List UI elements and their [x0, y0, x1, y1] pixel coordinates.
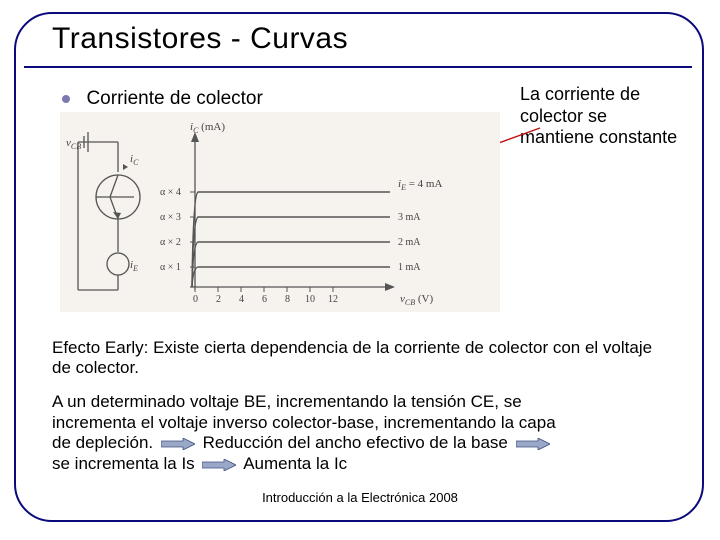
- p2-line3b: Reducción del ancho efectivo de la base: [203, 433, 508, 452]
- bullet-icon: [62, 95, 70, 103]
- ie-top: iE = 4 mA: [398, 178, 442, 192]
- xtick-6: 12: [328, 294, 338, 305]
- alpha-4: α × 4: [160, 187, 181, 198]
- flow-arrow-icon: [516, 438, 550, 450]
- alpha-3: α × 3: [160, 212, 181, 223]
- slide-footer: Introducción a la Electrónica 2008: [0, 490, 720, 505]
- paragraph-early-effect: Efecto Early: Existe cierta dependencia …: [52, 338, 668, 379]
- alpha-2: α × 2: [160, 237, 181, 248]
- p2-line4a: se incrementa la Is: [52, 454, 195, 473]
- p2-line1: A un determinado voltaje BE, incrementan…: [52, 392, 522, 411]
- ic-arrowhead-icon: [123, 164, 128, 170]
- xtick-2: 4: [239, 294, 244, 305]
- xtick-0: 0: [193, 294, 198, 305]
- xtick-5: 10: [305, 294, 315, 305]
- curves: [192, 192, 390, 287]
- label-vcb: vCB: [66, 137, 81, 151]
- bullet-text: Corriente de colector: [86, 88, 262, 109]
- ie-3: 3 mA: [398, 212, 421, 223]
- xtick-4: 8: [285, 294, 290, 305]
- paragraph-flow: A un determinado voltaje BE, incrementan…: [52, 392, 678, 475]
- figure-svg: vCB iC iE iC (mA): [60, 112, 500, 312]
- ie-1: 1 mA: [398, 262, 421, 273]
- x-ticks: [195, 287, 333, 292]
- figure: vCB iC iE iC (mA): [60, 112, 500, 312]
- flow-arrow-icon: [202, 459, 236, 471]
- label-ic-circuit: iC: [130, 153, 139, 167]
- ie-2: 2 mA: [398, 237, 421, 248]
- title-rule: [24, 66, 692, 68]
- p2-line3a: de depleción.: [52, 433, 153, 452]
- x-axis-label: vCB (V): [400, 293, 433, 307]
- bullet-row: Corriente de colector: [62, 88, 263, 110]
- xtick-1: 2: [216, 294, 221, 305]
- slide-title: Transistores - Curvas: [52, 22, 348, 56]
- p2-line2: incrementa el voltaje inverso colector-b…: [52, 413, 556, 432]
- label-ie: iE: [130, 259, 138, 273]
- alpha-1: α × 1: [160, 262, 181, 273]
- xtick-3: 6: [262, 294, 267, 305]
- p2-line4b: Aumenta la Ic: [243, 454, 347, 473]
- flow-arrow-icon: [161, 438, 195, 450]
